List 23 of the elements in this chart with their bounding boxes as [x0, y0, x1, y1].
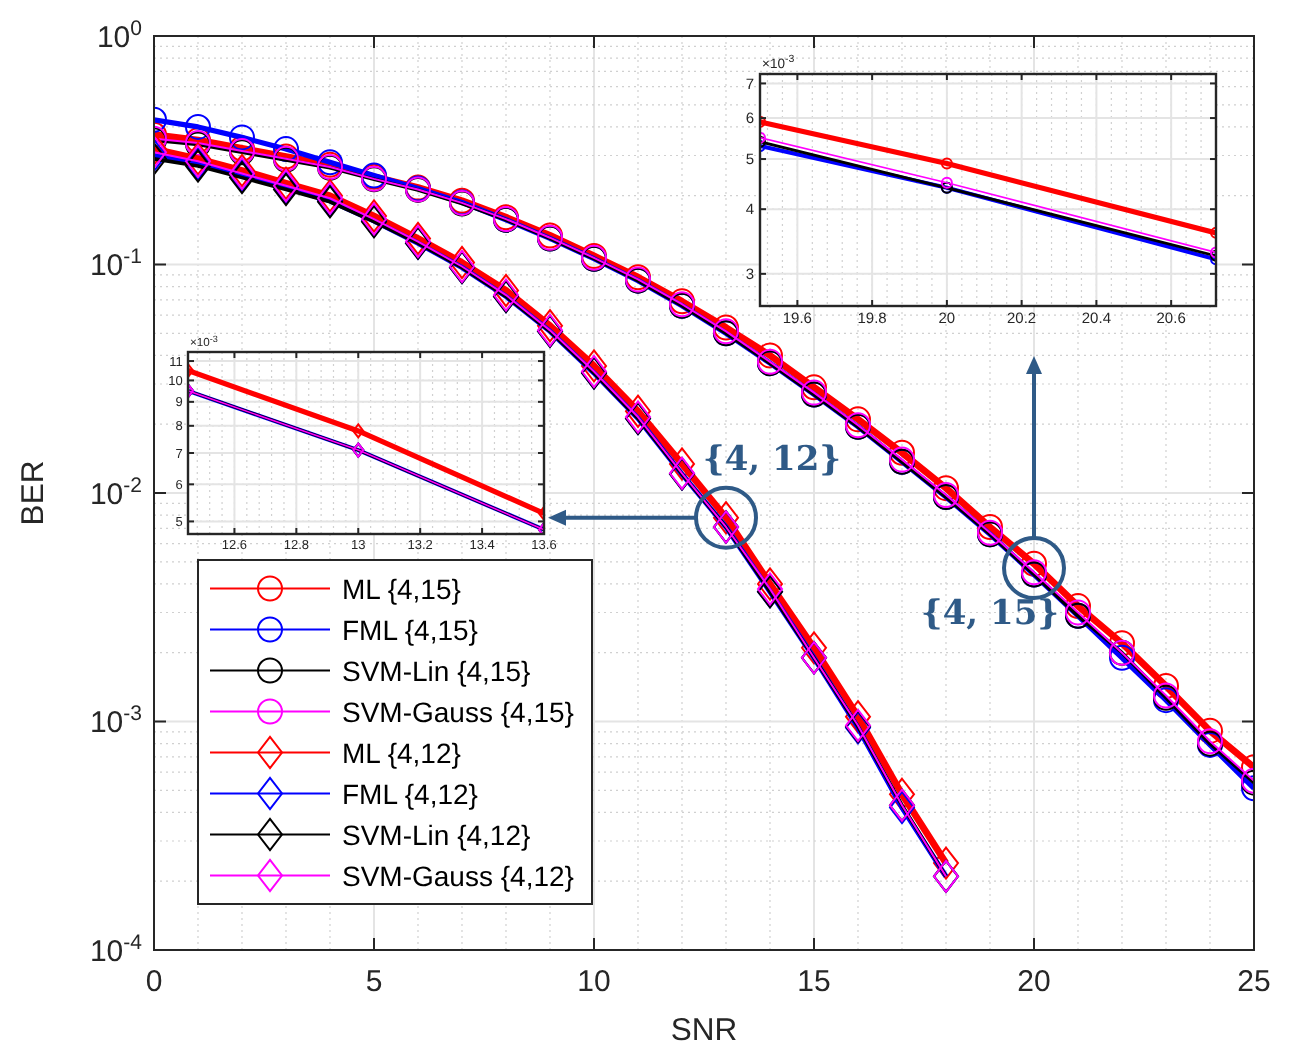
x-tick-label: 15	[797, 964, 831, 999]
y-tick-label: 10$^{-1}$	[89, 245, 143, 283]
x-axis-title: SNR	[670, 1014, 738, 1048]
y-tick-label: 10$^{0}$	[96, 16, 143, 55]
legend-label: FML {4,15}	[342, 613, 479, 646]
y-axis-title: BER	[17, 460, 51, 526]
y-tick-label: 10$^{-4}$	[89, 930, 143, 969]
x-tick-label: 5	[365, 964, 383, 999]
x-tick-label: 20	[1017, 964, 1051, 999]
x-tick-label: 10	[577, 964, 611, 999]
legend-label: SVM-Gauss {4,12}	[342, 859, 575, 892]
legend-label: ML {4,15}	[342, 572, 462, 605]
y-tick-label: 10$^{-3}$	[89, 702, 143, 740]
legend-label: SVM-Lin {4,12}	[342, 818, 531, 851]
annotation: {4, 12}	[702, 439, 842, 480]
legend-label: SVM-Lin {4,15}	[342, 654, 531, 687]
legend-label: SVM-Gauss {4,15}	[342, 695, 575, 728]
x-tick-label: 25	[1237, 964, 1271, 999]
legend-label: FML {4,12}	[342, 777, 479, 810]
annotation: {4, 15}	[920, 593, 1060, 634]
y-tick-label: 10$^{-2}$	[89, 473, 143, 512]
legend-label: ML {4,12}	[342, 736, 462, 769]
x-tick-label: 0	[145, 964, 163, 999]
